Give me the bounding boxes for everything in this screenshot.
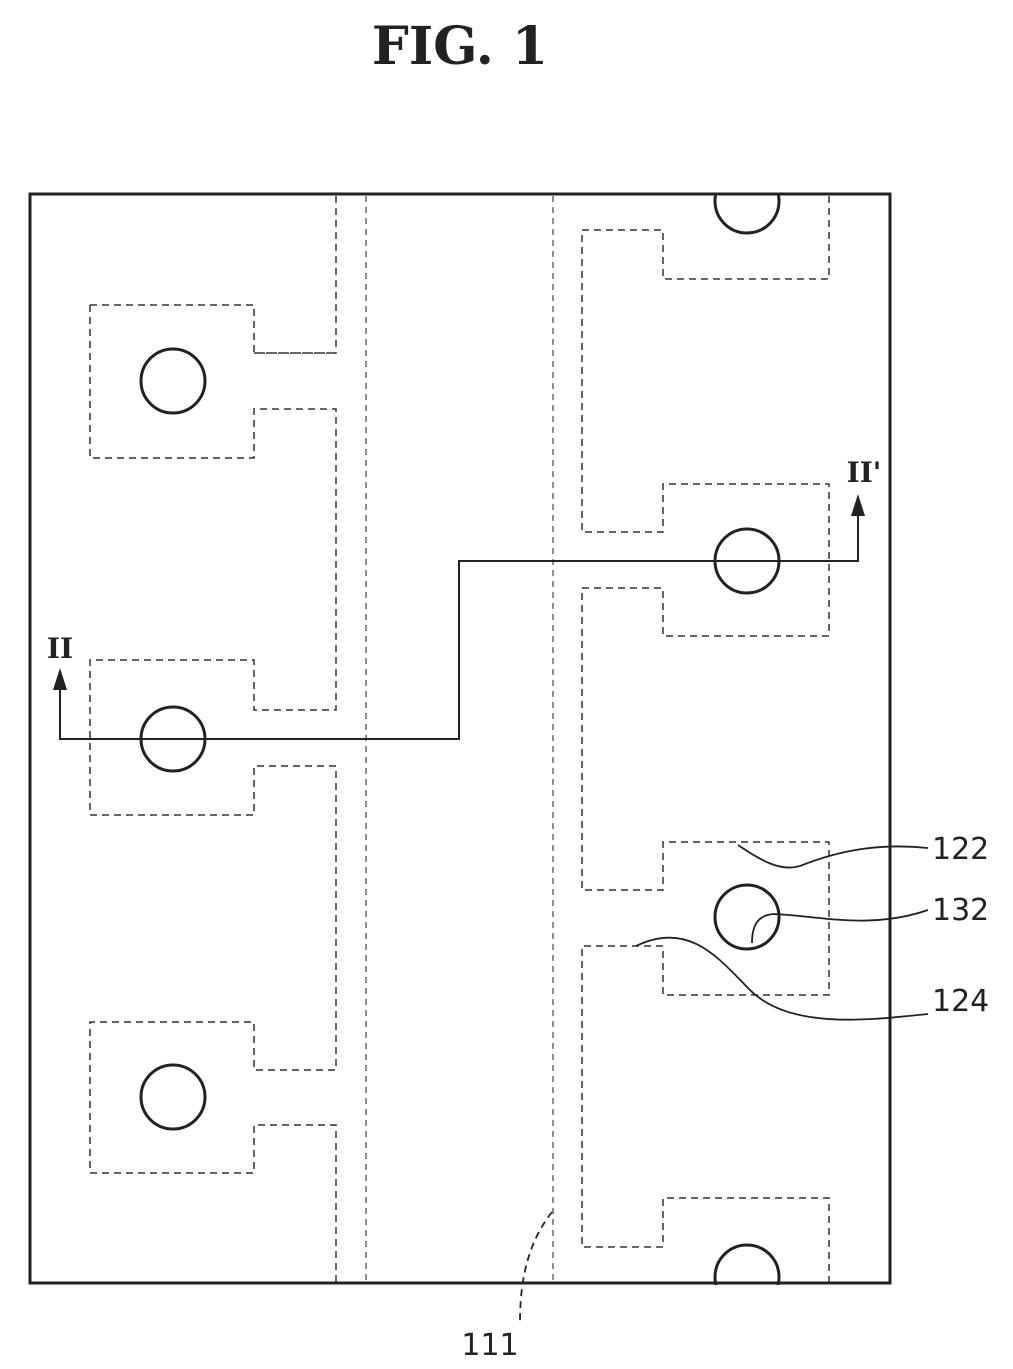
leader-111 <box>520 1212 552 1322</box>
label-132: 132 <box>932 893 989 928</box>
edge-mask-bottom <box>700 1285 800 1325</box>
via-hole-132 <box>715 885 779 949</box>
leader-122 <box>738 845 928 868</box>
section-label-start: II <box>47 632 73 665</box>
via-hole-left-3 <box>141 1065 205 1129</box>
label-122: 122 <box>932 832 989 867</box>
right-pad-top <box>582 196 829 1282</box>
label-111: 111 <box>461 1328 518 1363</box>
label-124: 124 <box>932 984 989 1019</box>
edge-mask-top <box>700 150 800 193</box>
section-arrow-right <box>851 494 865 516</box>
section-label-end: II' <box>847 456 882 489</box>
figure-title: FIG. 1 <box>372 16 548 77</box>
section-arrow-left <box>53 668 67 690</box>
right-pad-structure <box>582 150 829 1325</box>
section-line: II II' <box>47 456 881 739</box>
leader-124 <box>636 938 928 1020</box>
via-hole-left-1 <box>141 349 205 413</box>
